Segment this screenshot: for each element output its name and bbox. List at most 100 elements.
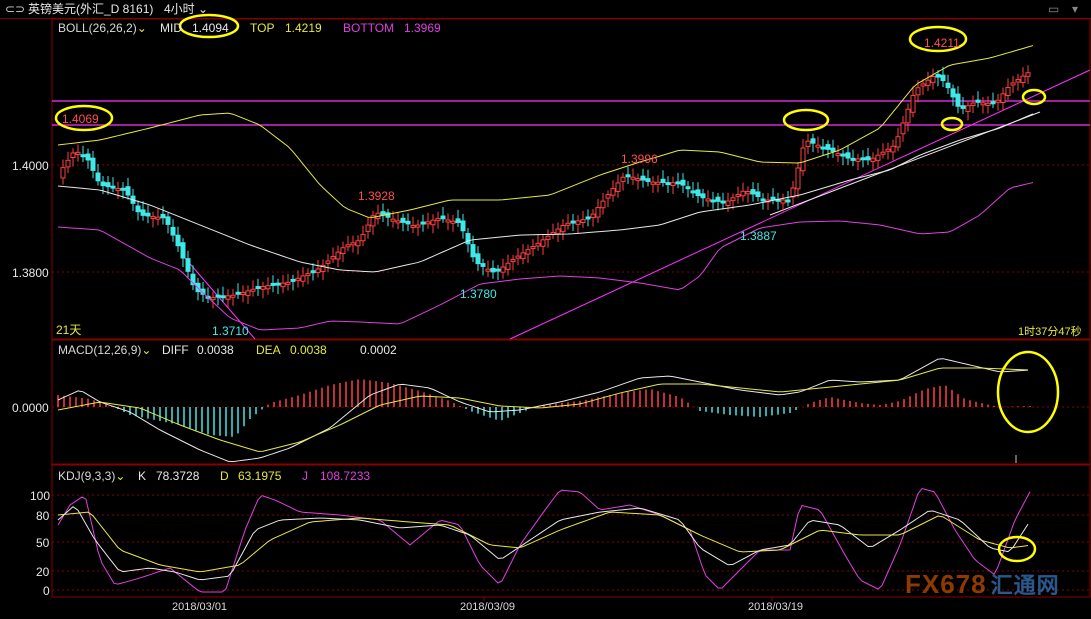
kdj-j-line bbox=[57, 487, 1031, 593]
candle bbox=[85, 153, 91, 161]
candle bbox=[500, 266, 506, 273]
candle bbox=[80, 154, 86, 158]
candle bbox=[270, 282, 276, 286]
kdj-axis-label: 20 bbox=[36, 565, 50, 579]
candle bbox=[305, 273, 311, 277]
boll-top-label: TOP bbox=[250, 21, 275, 35]
macd-indicator-name[interactable]: MACD(12,26,9)⌄ bbox=[58, 343, 152, 357]
boll-bottom-line bbox=[57, 181, 1034, 331]
date-axis-label: 2018/03/01 bbox=[172, 601, 228, 613]
pin-icon[interactable]: ▭ bbox=[1048, 2, 1060, 16]
candle bbox=[750, 189, 756, 195]
candle bbox=[265, 285, 271, 290]
candle bbox=[705, 198, 711, 202]
candle bbox=[655, 181, 661, 185]
kdj-d-line bbox=[57, 511, 1029, 573]
candle bbox=[855, 158, 861, 162]
candle bbox=[830, 147, 836, 152]
candle bbox=[760, 198, 766, 202]
candle bbox=[985, 102, 991, 106]
candle bbox=[710, 199, 716, 203]
highlight-ellipse bbox=[1021, 88, 1047, 106]
candle bbox=[810, 138, 816, 144]
candle bbox=[875, 154, 881, 161]
candle bbox=[490, 267, 496, 273]
candle bbox=[135, 205, 141, 213]
boll-bottom-label: BOTTOM bbox=[343, 21, 395, 35]
candle bbox=[510, 259, 516, 262]
candle bbox=[870, 157, 876, 163]
candle bbox=[580, 219, 586, 224]
kdj-indicator-name[interactable]: KDJ(9,3,3)⌄ bbox=[58, 469, 126, 483]
candle bbox=[390, 218, 396, 222]
candle bbox=[465, 233, 471, 245]
back-forward-icon[interactable]: ⊂⊃ bbox=[5, 2, 26, 16]
candle bbox=[540, 239, 546, 247]
candle bbox=[145, 212, 151, 217]
candle bbox=[170, 226, 176, 236]
candle bbox=[1020, 75, 1026, 83]
candle bbox=[930, 76, 936, 84]
candle bbox=[95, 172, 101, 182]
candle bbox=[585, 216, 591, 220]
candle bbox=[625, 174, 631, 178]
candle bbox=[570, 220, 576, 224]
candle bbox=[605, 194, 611, 199]
candle bbox=[210, 297, 216, 301]
candle bbox=[370, 215, 376, 227]
macd-dea-label: DEA bbox=[256, 343, 281, 357]
price-panel-frame bbox=[51, 18, 1091, 340]
candle bbox=[965, 105, 971, 112]
boll-bottom-value: 1.3969 bbox=[404, 21, 441, 35]
candle bbox=[295, 277, 301, 281]
kdj-axis-label: 50 bbox=[36, 536, 50, 550]
candle bbox=[795, 167, 801, 190]
candle bbox=[1010, 82, 1016, 86]
candle bbox=[400, 217, 406, 223]
candle bbox=[720, 200, 726, 204]
candle bbox=[665, 182, 671, 186]
candle bbox=[190, 273, 196, 286]
candle bbox=[520, 252, 526, 260]
candle bbox=[485, 268, 491, 272]
candle bbox=[455, 218, 461, 224]
candle bbox=[615, 182, 621, 192]
candle bbox=[845, 152, 851, 159]
candle bbox=[975, 99, 981, 103]
macd-dea-value: 0.0038 bbox=[290, 343, 327, 357]
candle bbox=[885, 148, 891, 152]
candle bbox=[250, 288, 256, 292]
price-axis-label: 1.4000 bbox=[12, 159, 49, 173]
candle bbox=[600, 200, 606, 209]
candle bbox=[700, 193, 706, 199]
candle bbox=[505, 262, 511, 270]
candle bbox=[850, 157, 856, 161]
timeframe-selector[interactable]: 4小时 ⌄ bbox=[164, 0, 208, 18]
symbol-label: 英镑美元(外汇_D 8161) bbox=[28, 2, 154, 16]
candle bbox=[640, 175, 646, 181]
candle bbox=[325, 260, 331, 264]
chevron-down-icon: ⌄ bbox=[115, 469, 126, 483]
candle bbox=[160, 213, 166, 219]
candle bbox=[880, 151, 886, 155]
candle bbox=[415, 224, 421, 228]
candle bbox=[405, 220, 411, 225]
date-axis-label: 2018/03/09 bbox=[460, 601, 516, 613]
candle bbox=[65, 159, 71, 168]
candle bbox=[100, 181, 106, 187]
candle bbox=[865, 156, 871, 161]
candle bbox=[945, 82, 951, 89]
candle bbox=[755, 191, 761, 197]
menu-icon[interactable]: ▾ bbox=[1072, 2, 1079, 16]
candle bbox=[560, 224, 566, 233]
date-axis-label: 2018/03/19 bbox=[748, 601, 804, 613]
candle bbox=[860, 157, 866, 161]
candle bbox=[790, 187, 796, 198]
candle bbox=[745, 191, 751, 195]
candle bbox=[545, 235, 551, 241]
boll-indicator-name[interactable]: BOLL(26,26,2)⌄ bbox=[58, 21, 147, 35]
candle bbox=[690, 190, 696, 194]
candle bbox=[555, 228, 561, 235]
candle bbox=[450, 220, 456, 224]
